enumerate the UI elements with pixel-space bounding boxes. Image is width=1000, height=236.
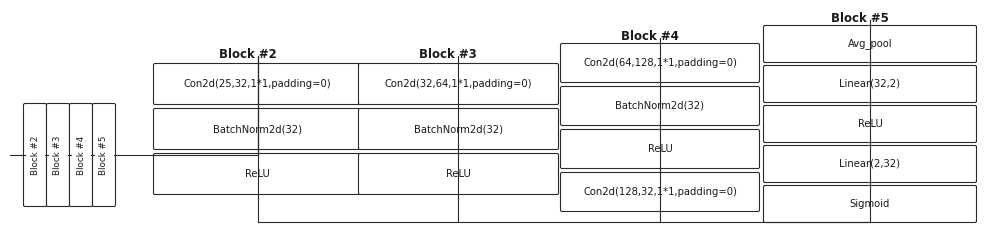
Text: Block #4: Block #4 [76,135,86,175]
Text: BatchNorm2d(32): BatchNorm2d(32) [616,101,704,111]
Text: Con2d(25,32,1*1,padding=0): Con2d(25,32,1*1,padding=0) [184,79,331,89]
Text: ReLU: ReLU [858,119,882,129]
Text: Sigmoid: Sigmoid [850,199,890,209]
Text: ReLU: ReLU [648,144,672,154]
Text: ReLU: ReLU [245,169,270,179]
Text: Block #5: Block #5 [100,135,108,175]
Text: Linear(2,32): Linear(2,32) [840,159,900,169]
FancyBboxPatch shape [358,63,558,105]
FancyBboxPatch shape [764,185,976,223]
Text: BatchNorm2d(32): BatchNorm2d(32) [213,124,302,134]
FancyBboxPatch shape [560,87,760,126]
Text: Linear(32,2): Linear(32,2) [840,79,900,89]
FancyBboxPatch shape [92,104,116,206]
Text: ReLU: ReLU [446,169,471,179]
FancyBboxPatch shape [24,104,46,206]
FancyBboxPatch shape [560,173,760,211]
FancyBboxPatch shape [560,130,760,169]
Text: Block #3: Block #3 [54,135,62,175]
Text: Con2d(32,64,1*1,padding=0): Con2d(32,64,1*1,padding=0) [385,79,532,89]
FancyBboxPatch shape [764,66,976,102]
Text: Con2d(64,128,1*1,padding=0): Con2d(64,128,1*1,padding=0) [583,58,737,68]
FancyBboxPatch shape [154,109,362,149]
Text: Con2d(128,32,1*1,padding=0): Con2d(128,32,1*1,padding=0) [583,187,737,197]
Text: Block #5: Block #5 [831,12,889,25]
FancyBboxPatch shape [764,146,976,182]
FancyBboxPatch shape [358,153,558,194]
FancyBboxPatch shape [154,153,362,194]
Text: Block #3: Block #3 [419,48,477,61]
FancyBboxPatch shape [358,109,558,149]
FancyBboxPatch shape [154,63,362,105]
Text: Avg_pool: Avg_pool [848,38,892,50]
FancyBboxPatch shape [70,104,92,206]
FancyBboxPatch shape [764,25,976,63]
Text: Block #2: Block #2 [30,135,40,175]
FancyBboxPatch shape [764,105,976,143]
FancyBboxPatch shape [46,104,70,206]
FancyBboxPatch shape [560,43,760,83]
Text: BatchNorm2d(32): BatchNorm2d(32) [414,124,503,134]
Text: Block #4: Block #4 [621,30,679,43]
Text: Block #2: Block #2 [219,48,277,61]
